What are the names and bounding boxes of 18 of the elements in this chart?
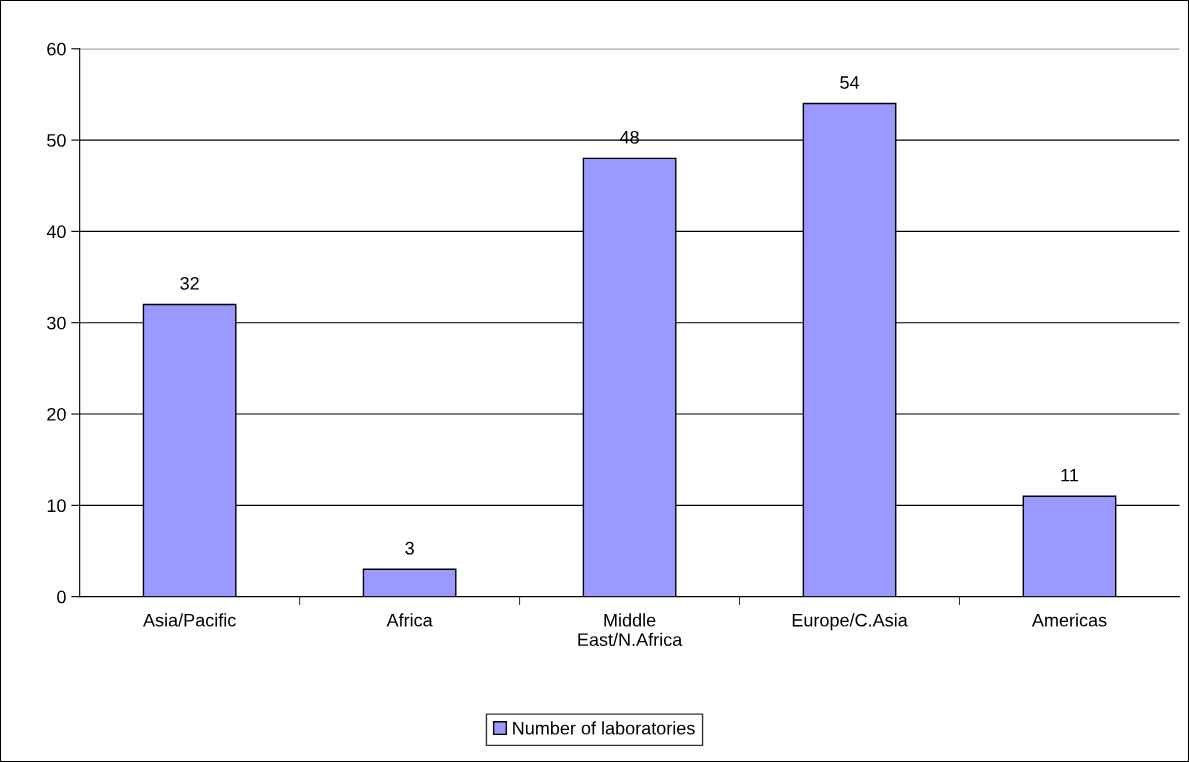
bar — [362, 568, 457, 597]
data-label: 11 — [1061, 468, 1078, 482]
data-label: 54 — [840, 76, 860, 89]
y-tick-label: 40 — [46, 225, 66, 239]
x-tick-label: Americas — [1031, 613, 1107, 627]
y-tick-label: 10 — [47, 499, 66, 513]
y-tick-label: 60 — [47, 42, 66, 56]
legend-label: Number of laboratories — [513, 721, 695, 735]
data-label: 32 — [180, 276, 199, 290]
x-tick-label: Asia/Pacific — [143, 613, 236, 627]
x-tick-label: Africa — [386, 613, 433, 627]
x-tick-label: Middle East/N.Africa — [578, 613, 683, 647]
y-tick-label: 20 — [47, 407, 66, 421]
data-label: 3 — [405, 541, 414, 555]
y-tick-label: 0 — [57, 590, 66, 604]
y-tick-label: 50 — [47, 134, 66, 147]
y-tick-label: 30 — [47, 316, 66, 330]
x-tick-label: Europe/C.Asia — [792, 613, 908, 631]
